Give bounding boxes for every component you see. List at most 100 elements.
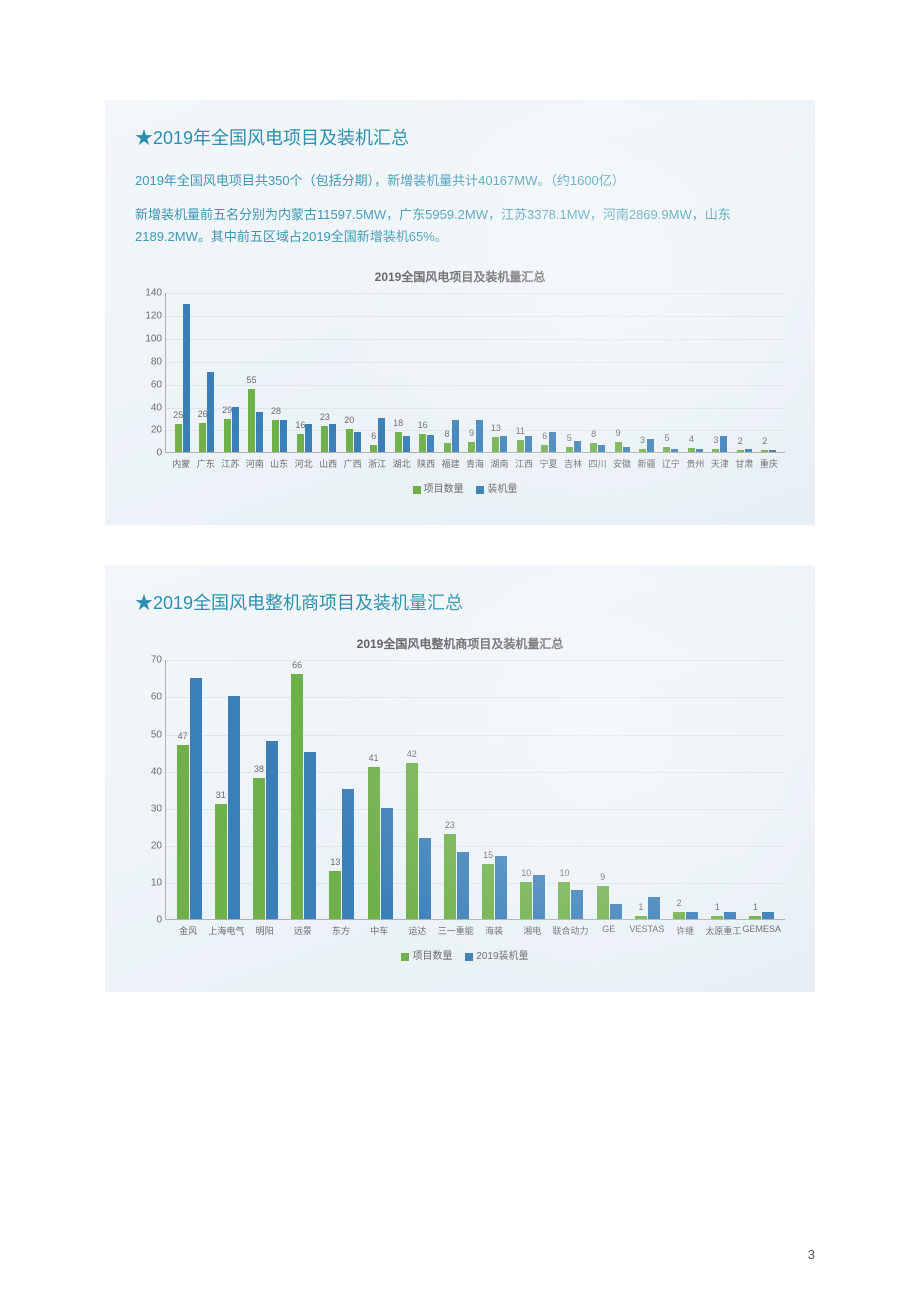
bar-series-b: [403, 436, 410, 452]
bar-group: 5: [561, 293, 585, 452]
x-tick-label: 金风: [169, 924, 207, 937]
bar-group: 47: [170, 660, 208, 919]
bar-series-b: [207, 372, 214, 452]
y-tick-label: 100: [136, 333, 162, 344]
bar-group: 38: [246, 660, 284, 919]
bar-series-a: 8: [590, 443, 597, 452]
bar-value-label: 4: [689, 434, 694, 444]
y-tick-label: 20: [136, 840, 162, 851]
bars-row: 2526295528162320618168913116589354322: [166, 293, 785, 452]
bar-series-b: [419, 838, 431, 920]
legend-swatch-a: [401, 953, 409, 961]
x-tick-label: 河南: [242, 457, 266, 470]
x-tick-label: 吉林: [561, 457, 585, 470]
bar-series-b: [452, 420, 459, 452]
bar-group: 15: [476, 660, 514, 919]
y-tick-label: 120: [136, 311, 162, 322]
bar-series-a: 3: [712, 449, 719, 452]
y-tick-label: 0: [136, 448, 162, 459]
x-tick-label: VESTAS: [628, 924, 666, 937]
x-tick-label: 宁夏: [536, 457, 560, 470]
x-tick-label: 中车: [360, 924, 398, 937]
bar-group: 31: [208, 660, 246, 919]
bar-series-b: [648, 897, 660, 919]
bar-value-label: 5: [664, 433, 669, 443]
x-tick-label: 新疆: [634, 457, 658, 470]
bar-value-label: 8: [445, 429, 450, 439]
bar-value-label: 20: [344, 415, 354, 425]
bar-value-label: 11: [516, 426, 525, 436]
bar-series-a: 11: [517, 440, 524, 453]
bar-group: 28: [268, 293, 292, 452]
bar-series-b: [304, 752, 316, 919]
bar-value-label: 9: [469, 428, 474, 438]
chart-2: 0102030405060704731386613414223151010912…: [135, 660, 785, 962]
x-tick-label: 甘肃: [732, 457, 756, 470]
bar-series-a: 9: [597, 886, 609, 919]
legend-swatch-a: [413, 486, 421, 494]
bar-series-b: [610, 904, 622, 919]
y-tick-label: 60: [136, 379, 162, 390]
bar-series-a: 6: [370, 445, 377, 452]
bar-group: 1: [628, 660, 666, 919]
bar-value-label: 1: [638, 902, 643, 912]
bar-series-a: 1: [635, 916, 647, 920]
bar-series-a: 42: [406, 763, 418, 919]
bar-series-a: 5: [566, 447, 573, 453]
bar-series-a: 23: [321, 426, 328, 452]
x-tick-label: 浙江: [365, 457, 389, 470]
section-2-title: ★2019全国风电整机商项目及装机量汇总: [135, 589, 785, 615]
bar-series-b: [190, 678, 202, 919]
legend-swatch-b: [465, 953, 473, 961]
y-tick-label: 0: [136, 915, 162, 926]
chart-1-title: 2019全国风电项目及装机量汇总: [135, 268, 785, 285]
x-tick-label: 重庆: [757, 457, 781, 470]
bar-series-b: [525, 436, 532, 452]
bar-value-label: 5: [567, 433, 572, 443]
y-tick-label: 10: [136, 878, 162, 889]
x-tick-label: 三一重能: [437, 924, 475, 937]
document-page: ★2019年全国风电项目及装机汇总 2019年全国风电项目共350个（包括分期）…: [0, 0, 920, 1302]
x-tick-label: GE: [590, 924, 628, 937]
legend-label-b: 装机量: [487, 484, 517, 495]
bar-series-a: 10: [558, 882, 570, 919]
page-number: 3: [808, 1247, 815, 1262]
x-tick-label: 福建: [438, 457, 462, 470]
x-tick-label: 广东: [193, 457, 217, 470]
bar-series-b: [256, 412, 263, 452]
x-tick-label: 天津: [708, 457, 732, 470]
bar-value-label: 2: [677, 898, 682, 908]
y-tick-label: 40: [136, 402, 162, 413]
bar-series-a: 10: [520, 882, 532, 919]
bar-value-label: 13: [491, 423, 501, 433]
section-1-title: ★2019年全国风电项目及装机汇总: [135, 124, 785, 150]
bar-series-a: 15: [482, 864, 494, 920]
bar-group: 6: [537, 293, 561, 452]
x-tick-label: GEMESA: [743, 924, 782, 937]
bar-series-b: [457, 852, 469, 919]
bar-series-b: [500, 436, 507, 452]
bar-series-a: 28: [272, 420, 279, 452]
bar-group: 4: [683, 293, 707, 452]
bar-group: 55: [243, 293, 267, 452]
bar-group: 6: [366, 293, 390, 452]
x-tick-label: 安徽: [610, 457, 634, 470]
bar-group: 13: [488, 293, 512, 452]
bar-series-b: [378, 418, 385, 452]
bar-series-a: 25: [175, 424, 182, 453]
legend-label-b: 2019装机量: [476, 951, 528, 962]
bar-group: 10: [514, 660, 552, 919]
bar-series-b: [769, 450, 776, 452]
bar-series-b: [720, 436, 727, 452]
legend-label-a: 项目数量: [424, 484, 464, 495]
bar-series-b: [342, 789, 354, 919]
chart-1-plot: 0204060801001201402526295528162320618168…: [165, 293, 785, 453]
bar-group: 2: [732, 293, 756, 452]
bar-group: 5: [659, 293, 683, 452]
y-tick-label: 140: [136, 288, 162, 299]
bar-value-label: 23: [445, 820, 455, 830]
bar-series-b: [671, 449, 678, 452]
bar-value-label: 9: [600, 872, 605, 882]
bar-series-b: [354, 432, 361, 453]
bar-series-b: [762, 912, 774, 919]
